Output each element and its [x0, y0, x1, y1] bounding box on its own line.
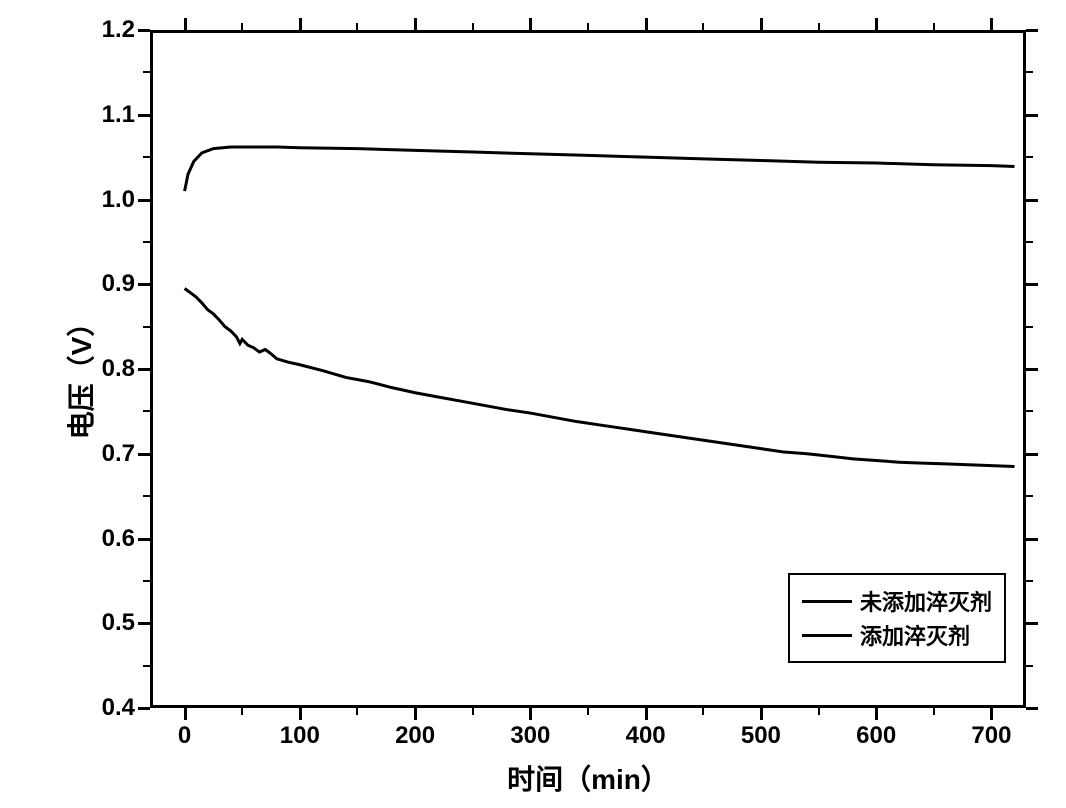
legend-item-series1: 未添加淬灭剂	[802, 585, 992, 617]
x-tick	[760, 708, 763, 720]
y-tick	[1026, 283, 1038, 286]
x-tick-label: 700	[966, 722, 1016, 750]
x-tick	[299, 18, 302, 30]
legend-item-series2: 添加淬灭剂	[802, 619, 992, 651]
x-tick	[414, 18, 417, 30]
legend-line-icon	[802, 600, 852, 603]
y-minor-tick	[143, 71, 150, 73]
x-tick	[645, 18, 648, 30]
x-minor-tick	[241, 708, 243, 715]
legend-box: 未添加淬灭剂 添加淬灭剂	[788, 573, 1006, 663]
x-tick-label: 200	[390, 722, 440, 750]
x-tick	[760, 18, 763, 30]
chart-container: 电压（V） 时间（min） 未添加淬灭剂 添加淬灭剂 0100200300400…	[0, 0, 1066, 808]
x-tick	[990, 18, 993, 30]
x-minor-tick	[702, 23, 704, 30]
y-minor-tick	[1026, 326, 1033, 328]
x-minor-tick	[818, 23, 820, 30]
x-tick	[184, 708, 187, 720]
series-line	[185, 288, 1015, 466]
x-axis-label: 时间（min）	[488, 758, 688, 798]
y-tick	[1026, 707, 1038, 710]
x-minor-tick	[702, 708, 704, 715]
y-minor-tick	[1026, 410, 1033, 412]
x-minor-tick	[587, 708, 589, 715]
y-tick	[138, 114, 150, 117]
x-minor-tick	[933, 708, 935, 715]
y-tick	[1026, 29, 1038, 32]
y-tick	[1026, 538, 1038, 541]
x-tick	[529, 18, 532, 30]
x-minor-tick	[356, 708, 358, 715]
x-tick-label: 600	[851, 722, 901, 750]
y-minor-tick	[1026, 495, 1033, 497]
series-line	[185, 147, 1015, 191]
x-tick	[875, 18, 878, 30]
x-tick	[414, 708, 417, 720]
x-tick-label: 0	[160, 722, 210, 750]
y-tick	[138, 368, 150, 371]
y-tick-label: 1.2	[90, 16, 135, 44]
x-minor-tick	[241, 23, 243, 30]
x-tick	[645, 708, 648, 720]
y-tick	[138, 707, 150, 710]
x-minor-tick	[933, 23, 935, 30]
y-minor-tick	[1026, 71, 1033, 73]
legend-label: 添加淬灭剂	[860, 619, 970, 651]
x-tick-label: 100	[275, 722, 325, 750]
legend-line-icon	[802, 634, 852, 637]
y-tick-label: 1.0	[90, 186, 135, 214]
y-tick	[138, 622, 150, 625]
y-minor-tick	[1026, 665, 1033, 667]
y-minor-tick	[143, 580, 150, 582]
y-minor-tick	[143, 241, 150, 243]
x-minor-tick	[587, 23, 589, 30]
x-minor-tick	[472, 708, 474, 715]
y-tick-label: 0.7	[90, 440, 135, 468]
y-minor-tick	[143, 495, 150, 497]
x-tick	[990, 708, 993, 720]
x-tick	[529, 708, 532, 720]
y-tick-label: 1.1	[90, 101, 135, 129]
y-minor-tick	[1026, 580, 1033, 582]
x-minor-tick	[356, 23, 358, 30]
y-tick-label: 0.9	[90, 270, 135, 298]
x-tick-label: 400	[621, 722, 671, 750]
y-tick-label: 0.8	[90, 355, 135, 383]
y-tick	[138, 538, 150, 541]
y-minor-tick	[143, 665, 150, 667]
y-tick	[1026, 199, 1038, 202]
x-tick	[875, 708, 878, 720]
y-tick	[1026, 114, 1038, 117]
legend-label: 未添加淬灭剂	[860, 585, 992, 617]
y-tick-label: 0.4	[90, 694, 135, 722]
y-minor-tick	[143, 326, 150, 328]
x-minor-tick	[818, 708, 820, 715]
y-tick	[138, 199, 150, 202]
x-tick-label: 300	[505, 722, 555, 750]
y-tick	[1026, 453, 1038, 456]
chart-svg	[0, 0, 1066, 808]
y-tick	[138, 453, 150, 456]
y-minor-tick	[1026, 241, 1033, 243]
x-minor-tick	[472, 23, 474, 30]
x-tick	[184, 18, 187, 30]
y-minor-tick	[1026, 156, 1033, 158]
x-tick	[299, 708, 302, 720]
x-tick-label: 500	[736, 722, 786, 750]
y-tick-label: 0.5	[90, 609, 135, 637]
y-minor-tick	[143, 410, 150, 412]
y-tick	[138, 29, 150, 32]
y-tick-label: 0.6	[90, 525, 135, 553]
y-tick	[1026, 622, 1038, 625]
y-minor-tick	[143, 156, 150, 158]
y-tick	[1026, 368, 1038, 371]
y-tick	[138, 283, 150, 286]
